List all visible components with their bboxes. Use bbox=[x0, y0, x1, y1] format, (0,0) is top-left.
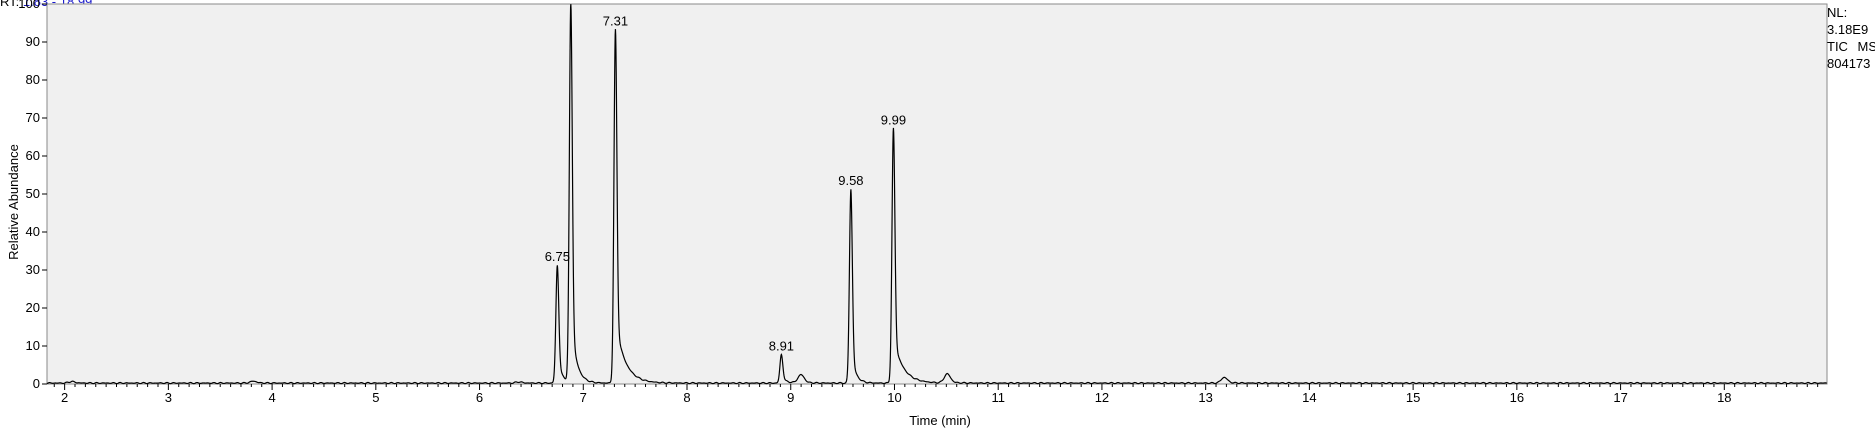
y-tick-label: 90 bbox=[26, 34, 40, 49]
peak-label: 6.88 bbox=[558, 0, 583, 2]
rt-prefix: RT: bbox=[0, 0, 20, 9]
y-tick-label: 60 bbox=[26, 148, 40, 163]
y-axis-label: Relative Abundance bbox=[6, 144, 21, 260]
x-tick-label: 4 bbox=[268, 390, 275, 405]
x-tick-label: 11 bbox=[991, 390, 1005, 405]
peak-label: 9.58 bbox=[838, 173, 863, 188]
peak-label: 8.91 bbox=[769, 339, 794, 354]
y-tick-label: 80 bbox=[26, 72, 40, 87]
nl-value: 3.18E9 bbox=[1827, 22, 1869, 37]
nl-label: NL: bbox=[1827, 5, 1848, 20]
x-axis-label: Time (min) bbox=[909, 413, 971, 428]
x-tick-label: 15 bbox=[1406, 390, 1420, 405]
x-tick-label: 2 bbox=[61, 390, 68, 405]
tic-trace bbox=[46, 4, 1827, 385]
x-tick-label: 10 bbox=[887, 390, 901, 405]
x-tick-label: 6 bbox=[476, 390, 483, 405]
y-tick-label: 30 bbox=[26, 262, 40, 277]
x-tick-label: 12 bbox=[1095, 390, 1109, 405]
y-tick-label: 20 bbox=[26, 300, 40, 315]
peak-label: 6.75 bbox=[545, 249, 570, 264]
y-tick-label: 70 bbox=[26, 110, 40, 125]
x-tick-label: 8 bbox=[683, 390, 690, 405]
x-tick-label: 9 bbox=[787, 390, 794, 405]
y-tick-label: 10 bbox=[26, 338, 40, 353]
peak-label: 7.31 bbox=[603, 14, 628, 29]
x-tick-label: 14 bbox=[1302, 390, 1316, 405]
y-tick-label: 100 bbox=[18, 0, 40, 11]
peak-label: 9.99 bbox=[881, 112, 906, 127]
trace-type: TIC MS bbox=[1827, 39, 1875, 54]
plot-area bbox=[46, 3, 1828, 385]
x-tick-label: 7 bbox=[580, 390, 587, 405]
y-tick-label: 40 bbox=[26, 224, 40, 239]
y-tick-label: 0 bbox=[33, 376, 40, 391]
y-tick-label: 50 bbox=[26, 186, 40, 201]
x-tick-label: 5 bbox=[372, 390, 379, 405]
x-tick-label: 17 bbox=[1613, 390, 1627, 405]
x-tick-label: 13 bbox=[1198, 390, 1212, 405]
x-tick-label: 16 bbox=[1510, 390, 1524, 405]
file-id: 804173 bbox=[1827, 56, 1871, 71]
x-tick-label: 3 bbox=[165, 390, 172, 405]
x-tick-label: 18 bbox=[1717, 390, 1731, 405]
trace-info-panel: NL: 3.18E9 TIC MS 804173 bbox=[1827, 4, 1875, 72]
